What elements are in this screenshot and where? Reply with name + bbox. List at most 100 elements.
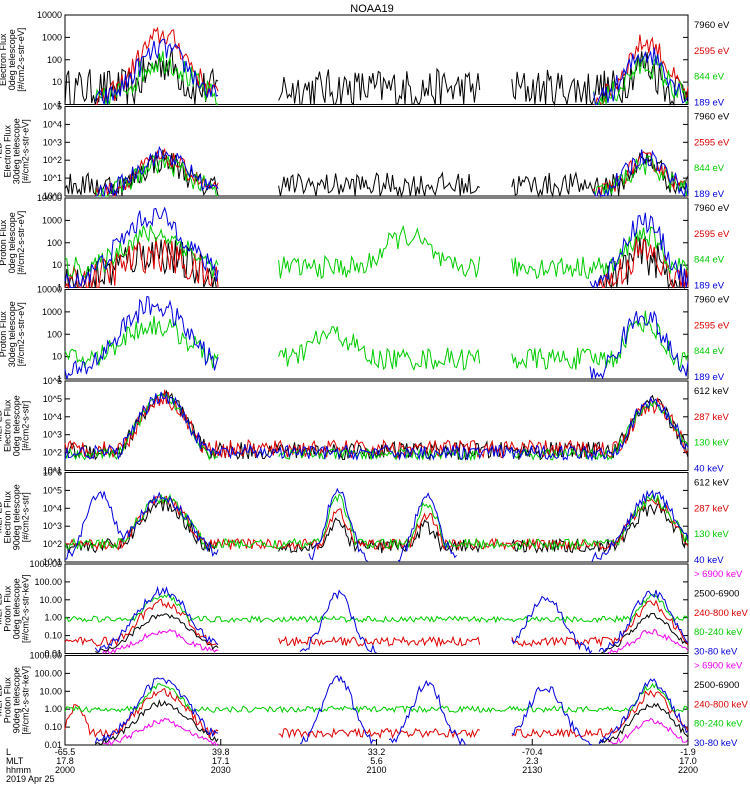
legend-entry: 189 eV bbox=[694, 281, 725, 292]
plot-title: NOAA19 bbox=[350, 3, 393, 15]
y-tick-label: 10^3 bbox=[43, 521, 62, 531]
y-tick-label: 100.00 bbox=[34, 668, 62, 678]
y-tick-label: 10000 bbox=[37, 193, 62, 203]
y-axis-label-line: MEPED bbox=[0, 684, 4, 717]
series-magenta bbox=[101, 628, 689, 655]
panel-frame bbox=[64, 563, 689, 654]
y-tick-label: 10^3 bbox=[43, 137, 62, 147]
series-green bbox=[64, 310, 689, 371]
y-tick-label: 10^4 bbox=[43, 412, 62, 422]
y-axis-label-line: [#/cm2-s-str-eV] bbox=[16, 211, 26, 275]
y-axis-label: MEPEDElectron Flux90deg telescope[#/cm2-… bbox=[0, 484, 31, 550]
y-axis-label-line: [#/cm2-s-str-keV] bbox=[21, 574, 31, 643]
x-tick-label: -1.9 bbox=[680, 747, 696, 757]
y-axis-label-line: 90deg telescope bbox=[12, 667, 22, 733]
legend-entry: 80-240 keV bbox=[694, 719, 743, 730]
legend-entry: 7960 eV bbox=[694, 112, 730, 123]
series-red bbox=[64, 389, 689, 460]
y-tick-label: 1000 bbox=[42, 307, 62, 317]
series-black bbox=[94, 699, 689, 746]
series-blue bbox=[64, 391, 689, 462]
series-red bbox=[64, 688, 689, 740]
y-axis-label-line: [#/cm2-s-str-eV] bbox=[16, 302, 26, 366]
y-axis-label: Electron Flux0deg telescope[#/cm2-s-str-… bbox=[0, 28, 26, 92]
y-axis-label-line: Proton Flux bbox=[3, 585, 13, 632]
series-magenta bbox=[101, 717, 689, 747]
series-blue bbox=[64, 295, 689, 380]
series-black bbox=[95, 613, 688, 654]
y-tick-label: 1000.00 bbox=[29, 651, 62, 661]
y-axis-label-line: Proton Flux bbox=[3, 677, 13, 724]
y-tick-label: 100 bbox=[47, 238, 62, 248]
series-green bbox=[64, 593, 689, 624]
series-red bbox=[64, 598, 689, 648]
legend-entry: 7960 eV bbox=[694, 20, 730, 31]
y-axis-label-line: 0deg telescope bbox=[12, 578, 22, 639]
legend-entry: 2595 eV bbox=[694, 46, 730, 57]
x-tick-label: 17.0 bbox=[679, 756, 697, 766]
legend-entry: 2500-6900 bbox=[694, 680, 739, 691]
legend-entry: 30-80 keV bbox=[694, 738, 738, 749]
panel-4: 1 10 100 1000 10000 Proton Flux30deg telescop… bbox=[0, 285, 730, 385]
y-tick-label: 10^2 bbox=[43, 155, 62, 165]
panel-6: 10^1 10^2 10^3 10^4 10^5 10^6 MEPEDElectron Fl… bbox=[0, 468, 730, 568]
y-axis-label-line: [#/cm2-s-str-keV] bbox=[21, 666, 31, 735]
panel-5: 10^1 10^2 10^3 10^4 10^5 10^6 MEPEDElectron Fl… bbox=[0, 376, 730, 476]
y-tick-label: 10^6 bbox=[43, 376, 62, 386]
x-tick-label: -70.4 bbox=[522, 747, 543, 757]
y-tick-label: 1000 bbox=[42, 32, 62, 42]
y-axis-label-line: 0deg telescope bbox=[12, 395, 22, 456]
y-tick-label: 10^4 bbox=[43, 503, 62, 513]
y-tick-label: 1.00 bbox=[44, 704, 62, 714]
panel-8: 0.01 0.10 1.00 10.00 100.00 1000.00 MEPEDProto… bbox=[0, 651, 749, 751]
series-blue bbox=[64, 487, 689, 563]
x-tick-label: 2000 bbox=[55, 765, 75, 775]
y-tick-label: 0.10 bbox=[44, 631, 62, 641]
series-blue bbox=[64, 206, 689, 289]
legend-entry: 287 keV bbox=[694, 503, 730, 514]
y-axis-label-line: MEPED bbox=[0, 501, 4, 534]
y-tick-label: 10^2 bbox=[43, 448, 62, 458]
x-row-label: L bbox=[6, 747, 11, 757]
legend-entry: 40 keV bbox=[694, 555, 724, 566]
y-axis-label: MEPEDProton Flux90deg telescope[#/cm2-s-… bbox=[0, 666, 31, 735]
y-axis-label-line: 90deg telescope bbox=[12, 484, 22, 550]
series-red bbox=[64, 237, 689, 290]
y-tick-label: 100 bbox=[47, 55, 62, 65]
legend-entry: 130 keV bbox=[694, 529, 730, 540]
x-tick-label: 2130 bbox=[522, 765, 542, 775]
legend-entry: > 6900 keV bbox=[694, 661, 743, 672]
y-axis-label: Proton Flux0deg telescope[#/cm2-s-str-eV… bbox=[0, 211, 26, 275]
panel-7: 0.01 0.10 1.00 10.00 100.00 1000.00 MEPEDProto… bbox=[0, 559, 749, 659]
y-tick-label: 1.00 bbox=[44, 613, 62, 623]
y-axis-label-line: TED bbox=[0, 142, 4, 161]
panel-3: 1 10 100 1000 10000 Proton Flux0deg telescope… bbox=[0, 193, 730, 293]
y-tick-label: 10^3 bbox=[43, 430, 62, 440]
x-tick-label: 17.8 bbox=[56, 756, 74, 766]
y-axis-label-line: [#/cm2-s-str] bbox=[21, 492, 31, 542]
legend-entry: 2595 eV bbox=[694, 229, 730, 240]
legend-entry: 612 keV bbox=[694, 386, 730, 397]
x-tick-label: 17.1 bbox=[212, 756, 230, 766]
x-tick-label: 2100 bbox=[366, 765, 386, 775]
panel-frame bbox=[64, 106, 689, 197]
series-green bbox=[94, 51, 689, 106]
series-green bbox=[64, 682, 689, 714]
legend-entry: 2500-6900 bbox=[694, 588, 739, 599]
y-axis-label: Proton Flux30deg telescope[#/cm2-s-str-e… bbox=[0, 301, 26, 367]
y-axis-label-line: 30deg telescope bbox=[7, 301, 17, 367]
y-axis-label-line: Proton Flux bbox=[0, 219, 8, 266]
y-axis-label-line: MEPED bbox=[0, 409, 4, 442]
y-tick-label: 10^1 bbox=[43, 466, 62, 476]
legend-entry: 30-80 keV bbox=[694, 647, 738, 658]
panel-1: 1 10 100 1000 10000 Electron Flux0deg telesco… bbox=[0, 10, 730, 110]
y-tick-label: 10^5 bbox=[43, 485, 62, 495]
y-tick-label: 10^6 bbox=[43, 468, 62, 478]
y-axis-label-line: Electron Flux bbox=[3, 124, 13, 177]
y-tick-label: 10^5 bbox=[43, 394, 62, 404]
y-tick-label: 100.00 bbox=[34, 577, 62, 587]
x-tick-label: 5.6 bbox=[370, 756, 383, 766]
y-axis-label-line: 30deg telescope bbox=[12, 118, 22, 184]
